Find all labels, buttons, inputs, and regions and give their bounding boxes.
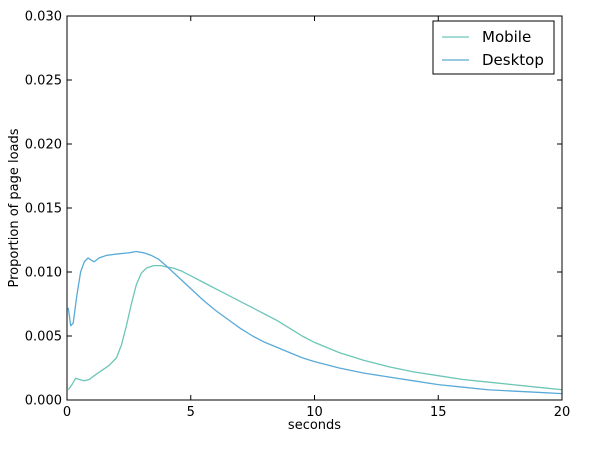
y-tick-label: 0.010 [25, 266, 62, 281]
series-line-mobile [67, 264, 563, 391]
series-line-desktop [67, 250, 563, 395]
x-tick-label: 15 [430, 405, 447, 420]
y-axis-ticks: 0.000 0.005 0.010 0.015 0.020 0.025 0.030 [25, 10, 562, 409]
y-tick-label: 0.000 [25, 394, 62, 409]
x-tick-label: 0 [63, 405, 71, 420]
x-tick-label: 5 [187, 405, 195, 420]
y-tick-label: 0.005 [25, 330, 62, 345]
x-tick-label: 10 [306, 405, 323, 420]
x-tick-label: 20 [554, 405, 571, 420]
legend: Mobile Desktop [432, 20, 555, 75]
x-axis-label: seconds [288, 418, 341, 433]
y-tick-label: 0.020 [25, 138, 62, 153]
y-axis-label: Proportion of page loads [7, 128, 22, 287]
legend-box [432, 20, 555, 75]
legend-label-mobile: Mobile [482, 28, 531, 46]
y-tick-label: 0.025 [25, 74, 62, 89]
legend-label-desktop: Desktop [482, 51, 544, 69]
x-axis-ticks: 0 5 10 15 20 [63, 16, 570, 420]
series-lines [67, 250, 563, 395]
y-tick-label: 0.015 [25, 202, 62, 217]
y-tick-label: 0.030 [25, 10, 62, 25]
